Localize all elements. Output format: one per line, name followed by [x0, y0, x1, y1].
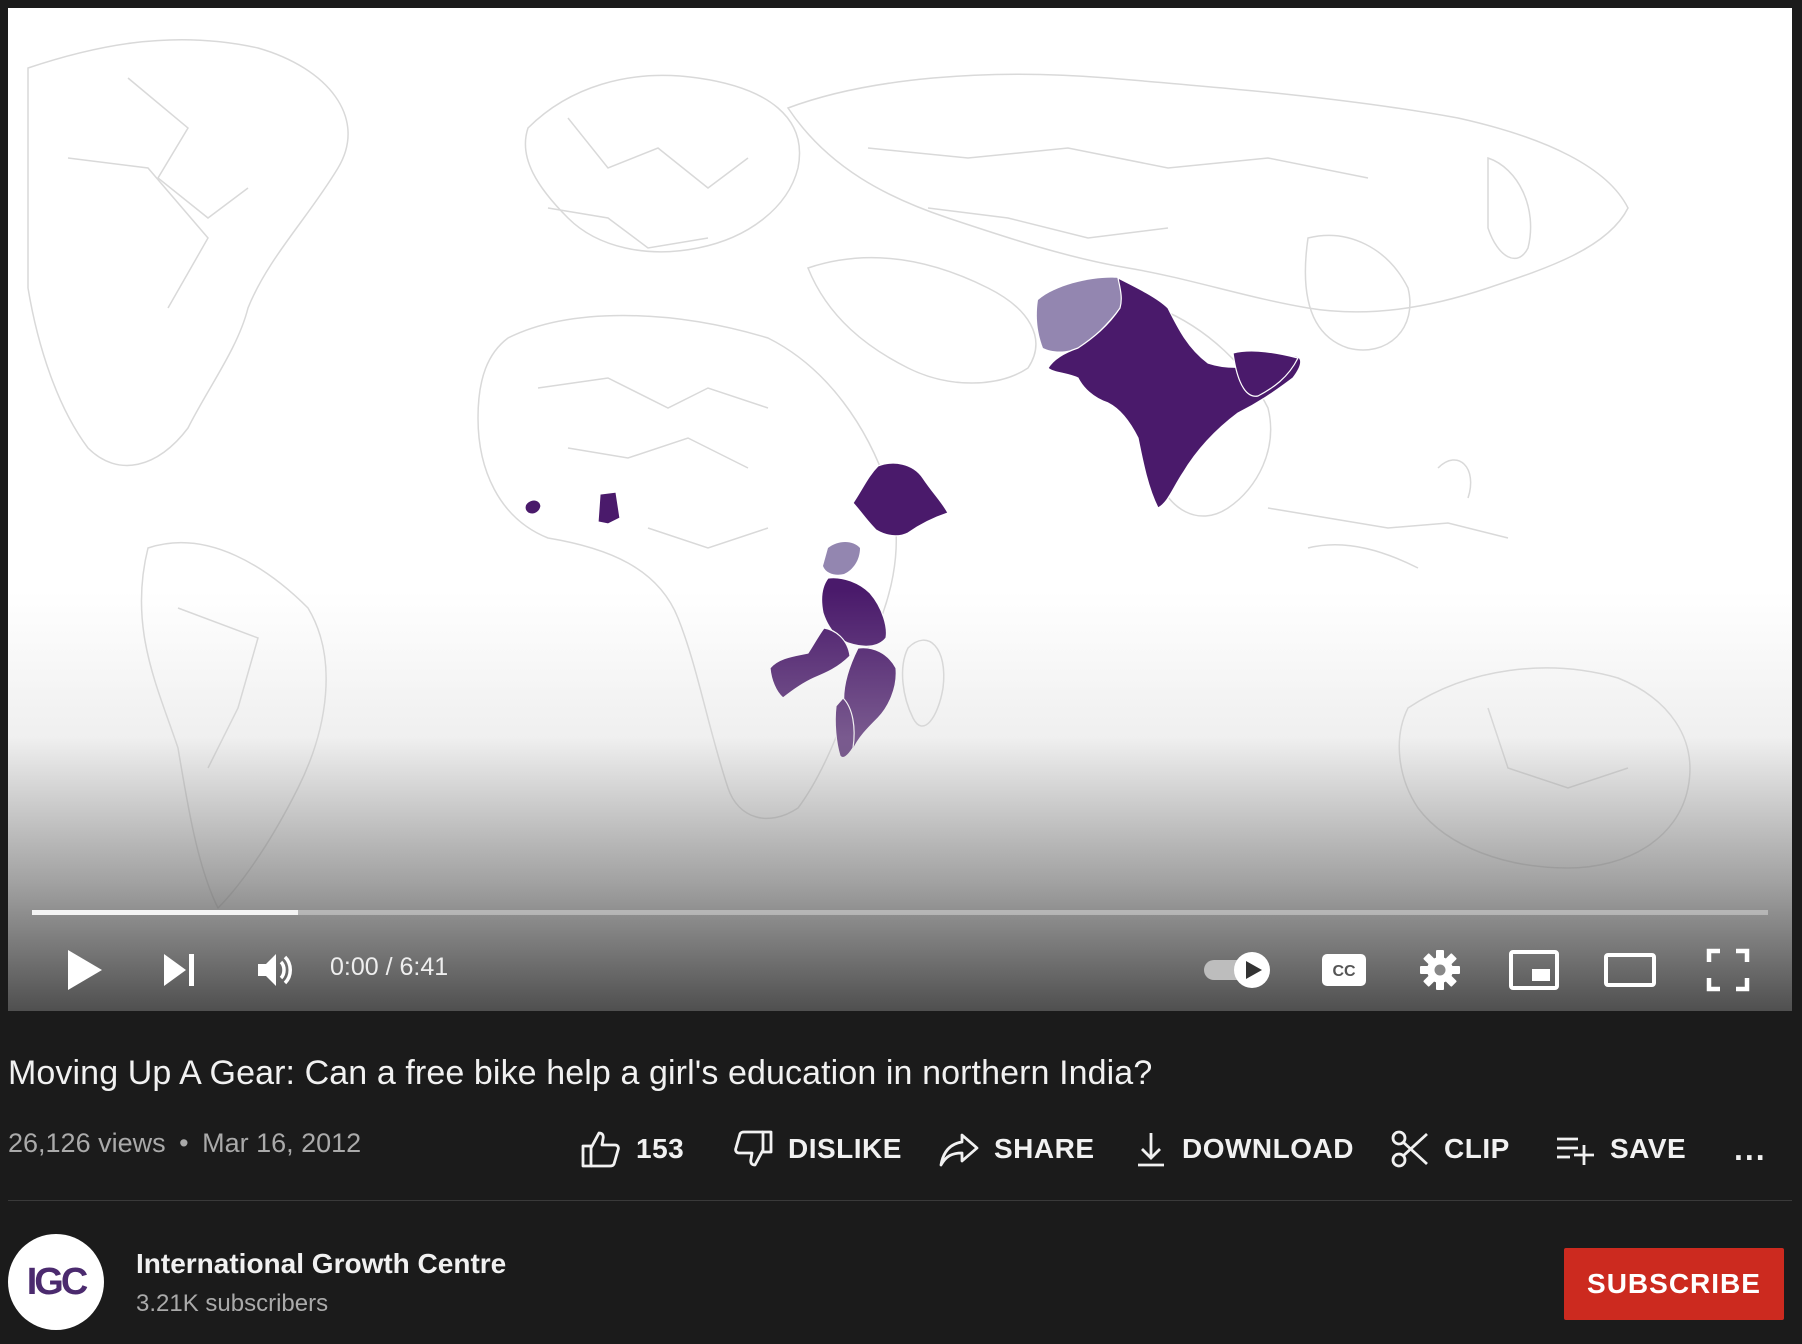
avatar-logo-text: IGC [26, 1260, 89, 1303]
region-ethiopia [852, 462, 949, 537]
time-display: 0:00 / 6:41 [330, 953, 449, 981]
scissors-icon [1391, 1130, 1428, 1168]
save-label: SAVE [1610, 1133, 1687, 1164]
volume-icon [258, 954, 292, 986]
region-bangladesh-northeast [1232, 350, 1299, 397]
meta-separator: • [179, 1128, 189, 1158]
region-ghana [597, 491, 621, 525]
volume-button[interactable] [244, 938, 308, 1002]
divider [8, 1200, 1792, 1201]
dislike-button[interactable]: DISLIKE [732, 1124, 902, 1174]
progress-bar[interactable] [32, 910, 1768, 915]
controls-gradient [8, 591, 1792, 1011]
progress-loaded [32, 910, 298, 915]
fullscreen-icon [1706, 948, 1750, 992]
cc-icon: CC [1322, 954, 1366, 986]
view-count: 26,126 views [8, 1128, 166, 1158]
upload-date: Mar 16, 2012 [202, 1128, 362, 1158]
miniplayer-icon [1509, 950, 1559, 990]
channel-name[interactable]: International Growth Centre [136, 1248, 507, 1279]
settings-button[interactable] [1408, 938, 1472, 1002]
download-icon [1138, 1133, 1164, 1167]
download-button[interactable]: DOWNLOAD [1134, 1124, 1354, 1174]
video-title: Moving Up A Gear: Can a free bike help a… [8, 1054, 1153, 1092]
highlight-light-regions [823, 277, 1123, 575]
svg-text:CC: CC [1332, 963, 1356, 980]
subscriber-count: 3.21K subscribers [136, 1290, 329, 1317]
autoplay-toggle-icon [1204, 952, 1270, 988]
more-icon: ... [1734, 1130, 1767, 1167]
theater-icon [1604, 953, 1656, 987]
region-india-pakistan [1047, 276, 1302, 509]
share-button[interactable]: SHARE [938, 1124, 1095, 1174]
share-icon [939, 1133, 979, 1167]
like-button[interactable]: 153 [580, 1124, 684, 1174]
next-button[interactable] [148, 938, 212, 1002]
clip-label: CLIP [1444, 1133, 1510, 1164]
share-label: SHARE [994, 1133, 1095, 1164]
download-label: DOWNLOAD [1182, 1133, 1354, 1164]
video-meta: 26,126 views • Mar 16, 2012 [8, 1128, 361, 1159]
clip-button[interactable]: CLIP [1390, 1124, 1510, 1174]
subscribe-button[interactable]: SUBSCRIBE [1564, 1248, 1784, 1320]
play-button[interactable] [52, 938, 116, 1002]
like-count: 153 [636, 1133, 685, 1164]
play-icon [68, 950, 102, 990]
thumbs-up-icon [581, 1131, 620, 1168]
theater-mode-button[interactable] [1598, 938, 1662, 1002]
region-uganda [823, 542, 860, 575]
region-afghanistan [1036, 277, 1123, 352]
autoplay-toggle[interactable] [1198, 938, 1278, 1002]
dislike-label: DISLIKE [788, 1133, 902, 1164]
fullscreen-button[interactable] [1696, 938, 1760, 1002]
settings-icon [1420, 950, 1460, 990]
captions-button[interactable]: CC [1314, 938, 1374, 1002]
video-player[interactable]: 0:00 / 6:41 CC [8, 8, 1792, 1011]
region-sierra-leone [524, 499, 542, 515]
channel-avatar[interactable]: IGC [8, 1234, 104, 1330]
miniplayer-button[interactable] [1502, 938, 1566, 1002]
more-actions-button[interactable]: ... [1734, 1124, 1767, 1174]
thumbs-down-icon [734, 1130, 773, 1167]
save-button[interactable]: SAVE [1554, 1124, 1686, 1174]
playlist-add-icon [1557, 1137, 1594, 1165]
next-icon [164, 954, 194, 986]
